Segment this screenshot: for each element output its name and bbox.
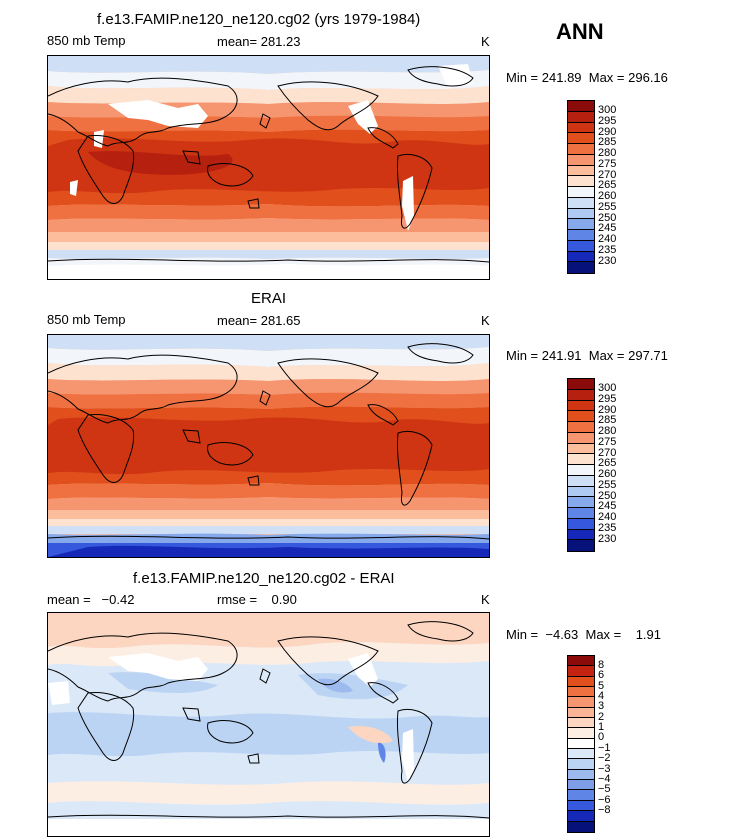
panel-diff-map xyxy=(47,612,490,837)
colorbar-tick: 300 xyxy=(598,382,617,394)
colorbar-tick: 245 xyxy=(598,222,617,235)
colorbar-tick: 260 xyxy=(598,468,617,480)
panel-model-variable: 850 mb Temp xyxy=(47,33,126,48)
panel-model-mean: mean= 281.23 xyxy=(217,34,301,49)
colorbar-tick: 5 xyxy=(598,679,605,692)
panel-diff-minmax: Min = −4.63 Max = 1.91 xyxy=(506,627,662,642)
panel-model-title: f.e13.FAMIP.ne120_ne120.cg02 (yrs 1979-1… xyxy=(97,11,421,28)
panel-obs-map xyxy=(47,334,490,558)
colorbar-tick: −4 xyxy=(598,772,611,785)
panel-obs-variable: 850 mb Temp xyxy=(47,312,126,327)
colorbar-tick: 240 xyxy=(598,511,617,523)
colorbar-tick: 240 xyxy=(598,233,617,245)
panel-obs-title: ERAI xyxy=(251,290,287,307)
colorbar-tick: 270 xyxy=(598,168,617,181)
colorbar-tick: 235 xyxy=(598,521,617,534)
colorbar-tick: 300 xyxy=(598,104,617,116)
colorbar-tick: 6 xyxy=(598,669,605,682)
panel-diff-mean: mean = −0.42 xyxy=(47,592,135,607)
colorbar-tick: 0 xyxy=(598,731,605,744)
colorbar-tick: 250 xyxy=(598,211,617,224)
panel-diff-title: f.e13.FAMIP.ne120_ne120.cg02 - ERAI xyxy=(133,570,395,587)
colorbar-tick: 295 xyxy=(598,392,617,405)
colorbar-tick: 1 xyxy=(598,721,605,734)
colorbar-tick: −1 xyxy=(598,741,611,754)
colorbar-tick: 230 xyxy=(598,532,617,545)
colorbar-tick: 235 xyxy=(598,243,617,256)
colorbar-tick: 285 xyxy=(598,414,617,427)
colorbar-tick: 255 xyxy=(598,200,617,213)
colorbar-tick: 270 xyxy=(598,446,617,459)
colorbar-tick: 280 xyxy=(598,147,617,159)
panel-model-colorbar xyxy=(567,100,595,274)
colorbar-tick: 3 xyxy=(598,700,605,713)
panel-diff-rmse: rmse = 0.90 xyxy=(217,592,297,607)
colorbar-tick: 295 xyxy=(598,114,617,127)
panel-model-minmax: Min = 241.89 Max = 296.16 xyxy=(506,70,668,85)
colorbar-tick: 2 xyxy=(598,710,605,723)
colorbar-tick: −3 xyxy=(598,762,611,775)
colorbar-tick: 280 xyxy=(598,425,617,437)
colorbar-tick: −8 xyxy=(598,803,611,816)
colorbar-tick: 265 xyxy=(598,179,617,192)
colorbar-tick: 275 xyxy=(598,435,617,448)
colorbar-tick: 290 xyxy=(598,403,617,416)
colorbar-tick: 8 xyxy=(598,659,605,671)
colorbar-tick: 275 xyxy=(598,157,617,170)
panel-model-map xyxy=(47,55,490,280)
panel-diff-units: K xyxy=(481,592,490,607)
colorbar-tick: 265 xyxy=(598,457,617,470)
colorbar-tick: 290 xyxy=(598,125,617,138)
colorbar-tick: −6 xyxy=(598,793,611,806)
colorbar-tick: −5 xyxy=(598,783,611,796)
colorbar-tick: 260 xyxy=(598,190,617,202)
colorbar-tick: 250 xyxy=(598,489,617,502)
colorbar-tick: −2 xyxy=(598,752,611,765)
colorbar-tick: 4 xyxy=(598,690,605,703)
colorbar-tick: 245 xyxy=(598,500,617,513)
colorbar-tick: 255 xyxy=(598,478,617,491)
panel-obs-units: K xyxy=(481,313,490,328)
colorbar-tick: 230 xyxy=(598,254,617,267)
colorbar-tick: 285 xyxy=(598,136,617,149)
panel-obs-minmax: Min = 241.91 Max = 297.71 xyxy=(506,348,668,363)
panel-obs-mean: mean= 281.65 xyxy=(217,313,301,328)
panel-diff-colorbar xyxy=(567,655,595,833)
panel-model-units: K xyxy=(481,34,490,49)
season-label: ANN xyxy=(556,19,604,44)
panel-obs-colorbar xyxy=(567,378,595,552)
